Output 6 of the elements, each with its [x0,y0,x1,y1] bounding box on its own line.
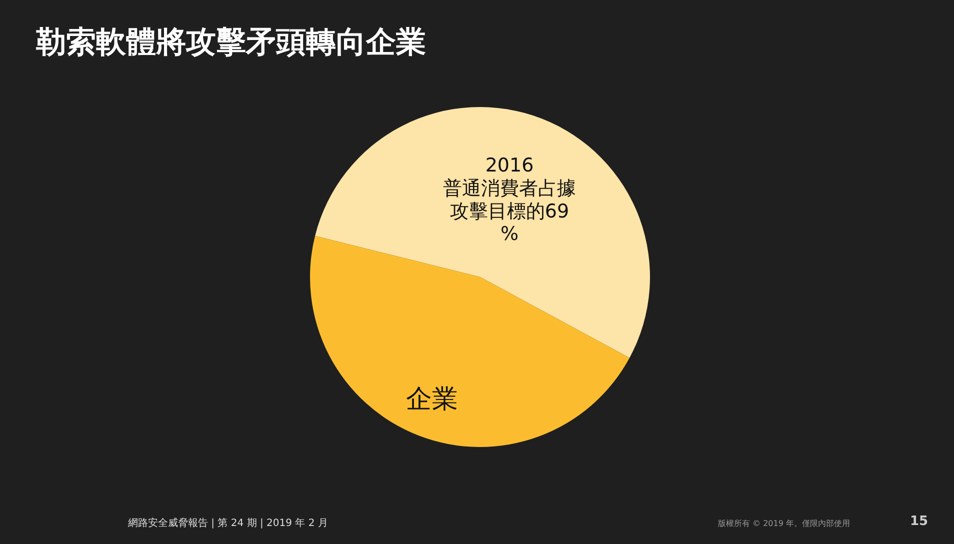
text: 版權所有 © 2019 年。僅限內部使用 [718,518,850,529]
slice-label: 2016 普通消費者占據攻擊目標的69% [443,154,576,246]
slice-label: 企業 [406,384,458,414]
chart-title: 勒索軟體將攻擊矛頭轉向企業 [36,24,426,62]
text: 網路安全威脅報告 | 第 24 期 | 2019 年 2 月 [128,516,328,530]
text: 15 [910,514,928,529]
